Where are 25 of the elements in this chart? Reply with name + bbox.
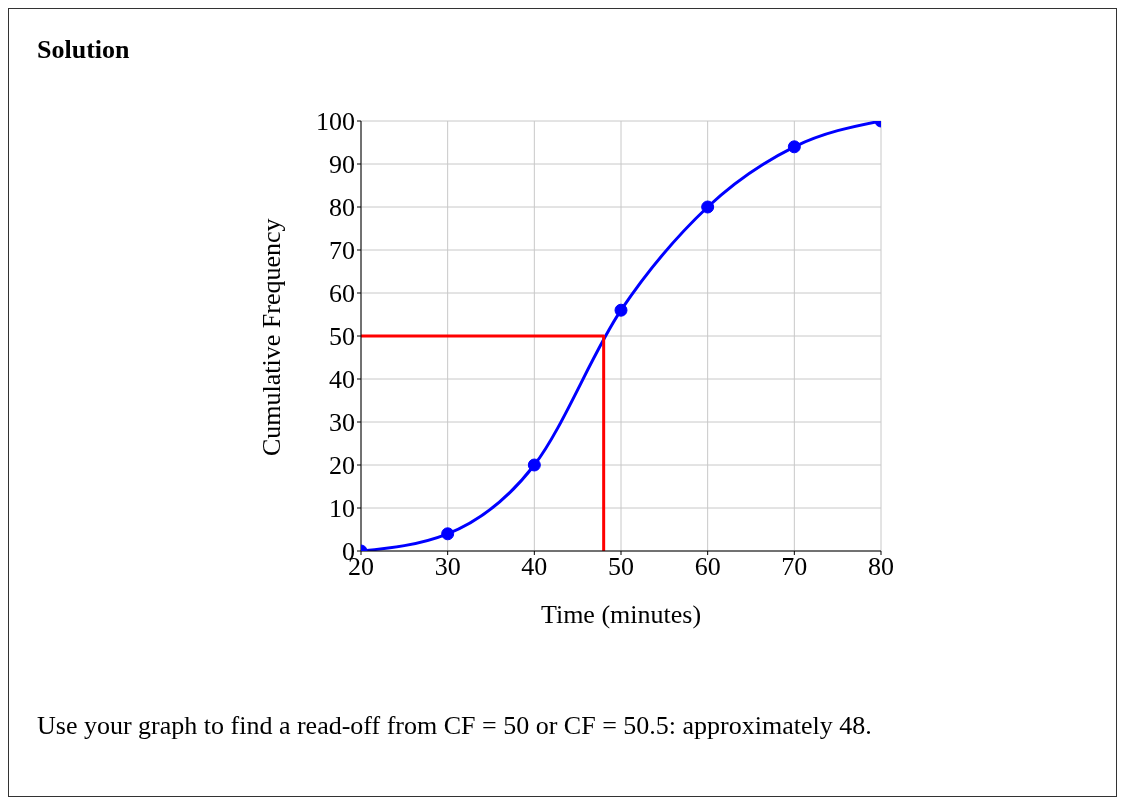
y-tick-label: 20 <box>329 451 355 481</box>
y-tick-label: 70 <box>329 236 355 266</box>
x-tick-label: 30 <box>434 552 461 582</box>
y-tick-label: 100 <box>316 107 355 137</box>
y-tick-label: 10 <box>329 494 355 524</box>
y-tick-label: 90 <box>329 150 355 180</box>
y-axis-title: Cumulative Frequency <box>257 218 287 456</box>
x-tick-label: 60 <box>694 552 721 582</box>
x-tick-label: 70 <box>781 552 808 582</box>
point <box>614 303 628 317</box>
x-tick-label: 40 <box>521 552 548 582</box>
y-tick-label: 50 <box>329 322 355 352</box>
y-tick-label: 40 <box>329 365 355 395</box>
point <box>701 200 715 214</box>
y-tick-label: 80 <box>329 193 355 223</box>
y-tick-label: 30 <box>329 408 355 438</box>
x-tick-label: 80 <box>868 552 894 582</box>
y-tick-label: 60 <box>329 279 355 309</box>
x-tick-label: 50 <box>608 552 634 582</box>
point <box>787 140 801 154</box>
x-axis-title: Time (minutes) <box>540 600 702 629</box>
text: Solution <box>37 35 130 65</box>
point <box>527 458 541 472</box>
point <box>441 527 455 541</box>
text: Use your graph to find a read-off from CF = 50 or CF = 50.5: approximately 48. <box>37 710 873 742</box>
